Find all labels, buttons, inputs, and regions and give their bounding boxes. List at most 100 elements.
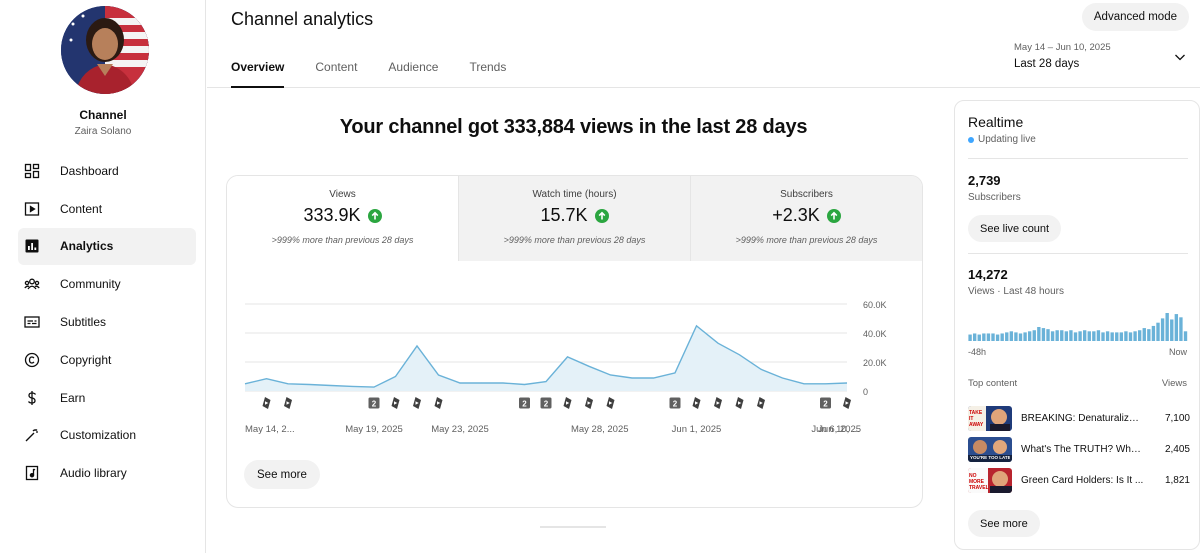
sidebar-item-label: Customization	[60, 428, 137, 443]
thumbnail-text: YOU'RE TOO LATE	[970, 455, 1010, 460]
realtime-bar	[1105, 331, 1110, 341]
metric-subscribers[interactable]: Subscribers +2.3K >999% more than previo…	[690, 176, 922, 261]
metric-views[interactable]: Views 333.9K >999% more than previous 28…	[227, 176, 458, 261]
shorts-play-mark	[566, 401, 570, 405]
realtime-bar	[1046, 329, 1050, 341]
realtime-bar	[1060, 330, 1064, 341]
chevron-down-icon[interactable]	[1173, 50, 1187, 64]
realtime-bar	[1055, 330, 1059, 341]
avatar[interactable]	[61, 6, 149, 94]
metric-compare: >999% more than previous 28 days	[735, 235, 878, 245]
metric-compare: >999% more than previous 28 days	[271, 235, 414, 245]
x-tick-label: May 23, 2025	[431, 424, 489, 435]
sidebar-item-dashboard[interactable]: Dashboard	[18, 152, 196, 190]
analytics-icon	[24, 238, 40, 254]
shorts-play-mark	[587, 401, 591, 405]
divider	[968, 253, 1188, 254]
realtime-bar	[982, 333, 986, 341]
video-thumbnail: TAKE IT AWAY	[968, 406, 1012, 431]
sidebar-item-analytics[interactable]: Analytics	[18, 227, 196, 266]
shorts-play-mark	[845, 401, 849, 405]
x-tick-label: Jun 6, 2025	[811, 424, 861, 435]
live-status-label: Updating live	[978, 134, 1036, 145]
x-tick-label: Jun 10, ...	[818, 424, 860, 435]
realtime-bar	[1174, 314, 1179, 341]
tab-overview[interactable]: Overview	[231, 60, 285, 88]
y-tick-label: 60.0K	[863, 300, 887, 310]
see-live-count-button[interactable]: See live count	[968, 215, 1062, 242]
customization-icon	[24, 427, 40, 443]
axis-end: Now	[1168, 347, 1187, 357]
shorts-play-mark	[759, 401, 763, 405]
sidebar-item-copyright[interactable]: Copyright	[18, 341, 196, 379]
sidebar-item-label: Audio library	[60, 466, 127, 481]
realtime-bar	[1165, 313, 1169, 341]
date-range-dates: May 14 – Jun 10, 2025	[1014, 42, 1111, 53]
metric-value: +2.3K	[772, 205, 820, 225]
views-area	[245, 325, 847, 391]
top-content-header: Top content	[968, 378, 1018, 389]
tab-audience[interactable]: Audience	[388, 60, 439, 74]
video-thumbnail: YOU'RE TOO LATE	[968, 437, 1012, 462]
sidebar-item-customization[interactable]: Customization	[18, 417, 196, 455]
realtime-see-more-button[interactable]: See more	[968, 510, 1040, 537]
header: Channel analytics Advanced mode Overview…	[207, 0, 1200, 88]
video-upload-marker	[519, 397, 530, 409]
realtime-title: Realtime	[968, 114, 1024, 130]
realtime-bar	[1082, 330, 1087, 341]
video-upload-count: 2	[544, 399, 549, 408]
realtime-bar	[1119, 332, 1124, 341]
metric-watch-time[interactable]: Watch time (hours) 15.7K >999% more than…	[458, 176, 690, 261]
advanced-mode-button[interactable]: Advanced mode	[1081, 3, 1189, 31]
divider	[968, 158, 1188, 159]
metric-value-row: 333.9K	[227, 205, 458, 226]
sidebar-item-audio-library[interactable]: Audio library	[18, 454, 196, 492]
sidebar-item-subtitles[interactable]: Subtitles	[18, 303, 196, 341]
subscribers-label: Subscribers	[968, 192, 1021, 203]
video-upload-marker	[820, 397, 831, 409]
date-range-selector[interactable]: May 14 – Jun 10, 2025 Last 28 days	[1014, 42, 1111, 70]
sidebar-nav: Dashboard Content Analytics Community Su…	[18, 152, 196, 492]
realtime-bar	[968, 334, 972, 341]
sidebar-item-earn[interactable]: Earn	[18, 379, 196, 417]
tab-content[interactable]: Content	[315, 60, 358, 74]
metric-label: Watch time (hours)	[532, 189, 617, 200]
sidebar-item-content[interactable]: Content	[18, 190, 196, 228]
axis-start: -48h	[968, 347, 987, 357]
top-content-row[interactable]: TAKE IT AWAY BREAKING: Denaturalizat... …	[968, 405, 1190, 432]
tab-trends[interactable]: Trends	[469, 60, 507, 74]
sidebar-item-label: Community	[60, 277, 121, 292]
realtime-bars-chart	[968, 313, 1188, 341]
video-upload-marker	[540, 397, 552, 409]
sidebar-item-community[interactable]: Community	[18, 265, 196, 303]
top-content-row[interactable]: YOU'RE TOO LATE What's The TRUTH? Whe...…	[968, 436, 1190, 463]
metric-label: Views	[329, 189, 356, 200]
video-thumbnail: NO MORE TRAVEL	[968, 468, 1012, 493]
content-title: What's The TRUTH? Whe...	[1021, 444, 1144, 455]
video-upload-marker	[368, 397, 380, 409]
thumbnail-text: TAKE IT AWAY	[969, 410, 984, 428]
channel-name: Zaira Solano	[74, 126, 132, 137]
realtime-bar	[1078, 331, 1082, 341]
x-tick-label: May 19, 2025	[345, 424, 403, 435]
metric-value-row: +2.3K	[691, 205, 922, 226]
realtime-bar	[1096, 330, 1101, 341]
shorts-play-mark	[437, 401, 441, 405]
realtime-bar	[1156, 322, 1160, 341]
audio-library-icon	[24, 465, 40, 481]
realtime-bar	[1041, 328, 1046, 341]
content-views: 1,821	[1164, 475, 1190, 486]
realtime-bar	[1110, 332, 1114, 341]
realtime-bar	[977, 334, 981, 341]
realtime-bar	[1005, 332, 1009, 341]
see-more-button[interactable]: See more	[244, 460, 320, 489]
realtime-bar	[1147, 329, 1151, 341]
top-content-row[interactable]: NO MORE TRAVEL Green Card Holders: Is It…	[968, 467, 1190, 494]
realtime-panel: Realtime Updating live 2,739 Subscribers…	[954, 100, 1200, 550]
shorts-play-mark	[286, 401, 290, 405]
realtime-bar	[1050, 331, 1055, 341]
content-views: 7,100	[1164, 413, 1190, 424]
x-tick-label: Jun 1, 2025	[672, 424, 722, 435]
realtime-bar	[1101, 332, 1105, 341]
realtime-bar	[1073, 332, 1078, 341]
